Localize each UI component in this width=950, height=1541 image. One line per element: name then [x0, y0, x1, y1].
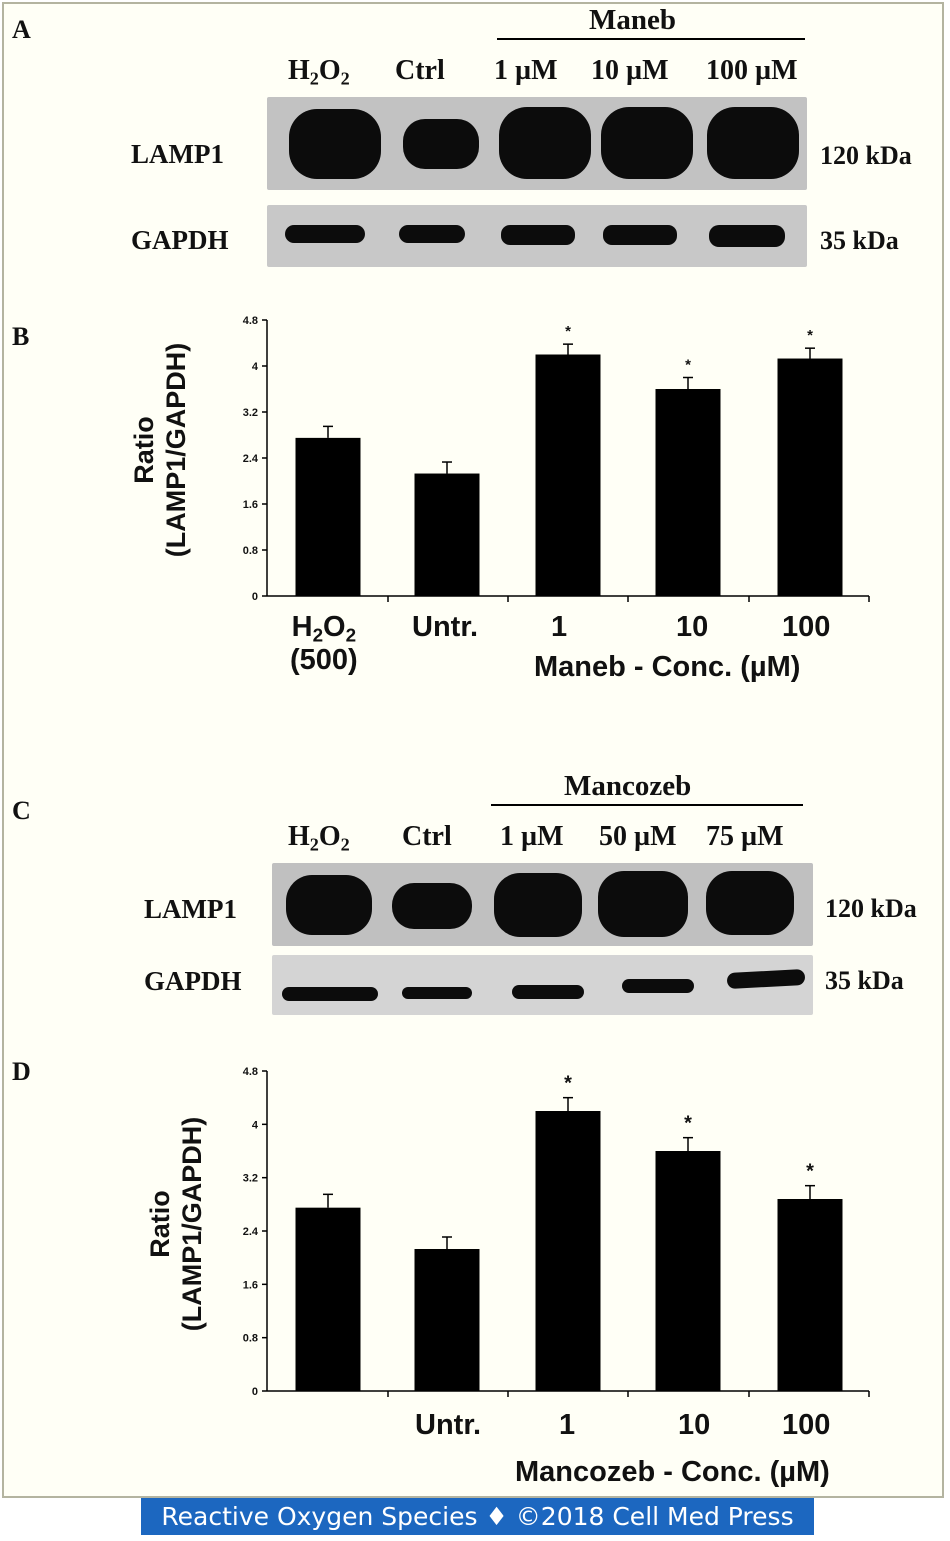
lane-label-100um: 100 µM: [706, 55, 798, 86]
y-tick-label: 1.6: [243, 1279, 258, 1291]
y-tick-label: 2.4: [243, 1226, 259, 1238]
group-bracket-line: [497, 38, 805, 40]
footer-banner: Reactive Oxygen Species ♦ ©2018 Cell Med…: [141, 1498, 814, 1535]
band-gapdh-c-lane4: [622, 979, 694, 993]
kda-label-35: 35 kDa: [820, 226, 899, 255]
band-lamp1-lane2: [403, 119, 479, 169]
band-label-gapdh-c: GAPDH: [144, 966, 242, 996]
y-tick-label: 0.8: [243, 1333, 258, 1345]
bar: [414, 1249, 480, 1391]
x-cat-label-h2o2-500: H2O2 (500): [290, 611, 358, 676]
band-label-lamp1: LAMP1: [131, 139, 224, 169]
y-tick-label: 0: [252, 1386, 258, 1398]
lane-label-1um: 1 µM: [494, 55, 558, 86]
x-cat-label-untr-d: Untr.: [415, 1409, 482, 1441]
x-cat-label-1-d: 1: [559, 1409, 576, 1441]
x-cat-label-100-d: 100: [782, 1409, 831, 1441]
y-tick-label: 4.8: [243, 1066, 258, 1078]
significance-asterisk: *: [806, 1161, 814, 1183]
panel-letter-c: C: [12, 796, 31, 825]
kda-label-120: 120 kDa: [820, 141, 912, 170]
x-cat-label-10-d: 10: [678, 1409, 711, 1441]
bar: [655, 389, 721, 596]
group-bracket-line-c: [491, 804, 803, 806]
significance-asterisk: *: [565, 323, 571, 340]
panel-letter-d: D: [12, 1057, 31, 1086]
y-tick-label: 4: [252, 1119, 259, 1131]
band-gapdh-lane5: [709, 225, 785, 247]
lane-label-ctrl: Ctrl: [395, 55, 445, 86]
lane-label-75um-c: 75 µM: [706, 821, 784, 852]
lane-label-1um-c: 1 µM: [500, 821, 564, 852]
band-lamp1-lane4: [601, 107, 693, 179]
y-tick-label: 4.8: [243, 315, 258, 327]
bar: [655, 1151, 721, 1391]
group-label-maneb: Maneb: [589, 4, 676, 36]
significance-asterisk: *: [685, 357, 691, 374]
significance-asterisk: *: [564, 1073, 572, 1095]
panel-letter-b: B: [12, 322, 30, 351]
y-tick-label: 3.2: [243, 1173, 258, 1185]
y-tick-label: 3.2: [243, 407, 258, 419]
y-tick-label: 4: [252, 361, 259, 373]
panel-letter-a: A: [12, 15, 31, 44]
band-gapdh-c-lane1: [282, 987, 378, 1001]
blot-lamp1-strip-c: [272, 863, 813, 946]
bar: [535, 1111, 601, 1391]
band-label-gapdh: GAPDH: [131, 225, 229, 255]
band-gapdh-lane3: [501, 225, 575, 245]
bar: [295, 1207, 361, 1391]
blot-gapdh-strip-c: [272, 955, 813, 1015]
y-tick-label: 2.4: [243, 453, 259, 465]
band-lamp1-c-lane1: [286, 875, 372, 935]
lane-label-50um-c: 50 µM: [599, 821, 677, 852]
blot-lamp1-strip: [267, 97, 807, 190]
bar: [535, 354, 601, 596]
lane-label-10um: 10 µM: [591, 55, 669, 86]
bar: [414, 473, 480, 596]
lane-label-h2o2: H2O2: [288, 55, 350, 89]
x-cat-label-untr: Untr.: [412, 611, 479, 643]
kda-label-35-c: 35 kDa: [825, 966, 904, 995]
y-tick-label: 0.8: [243, 545, 258, 557]
band-lamp1-lane3: [499, 107, 591, 179]
chart-b-plot: 0 0.8 1.6 2.4 3.2 4 4.8 * * *: [243, 315, 870, 603]
x-cat-label-10: 10: [676, 611, 709, 643]
group-label-mancozeb: Mancozeb: [564, 770, 692, 802]
band-lamp1-c-lane4: [598, 871, 688, 937]
bar: [777, 1199, 843, 1391]
blot-gapdh-strip: [267, 205, 807, 267]
band-gapdh-c-lane3: [512, 985, 584, 999]
significance-asterisk: *: [684, 1113, 692, 1135]
band-gapdh-lane4: [603, 225, 677, 245]
bar: [295, 437, 361, 596]
y-tick-label: 0: [252, 591, 258, 603]
lane-label-h2o2-c: H2O2: [288, 821, 350, 855]
bar: [777, 358, 843, 596]
x-axis-title-d: Mancozeb - Conc. (µM): [515, 1456, 830, 1488]
kda-label-120-c: 120 kDa: [825, 894, 917, 923]
band-label-lamp1-c: LAMP1: [144, 894, 237, 924]
band-lamp1-c-lane2: [392, 883, 472, 929]
x-axis-title-b: Maneb - Conc. (µM): [534, 651, 801, 683]
band-gapdh-lane1: [285, 225, 365, 243]
significance-asterisk: *: [807, 327, 813, 344]
x-cat-label-100: 100: [782, 611, 831, 643]
band-gapdh-lane2: [399, 225, 465, 243]
band-lamp1-lane5: [707, 107, 799, 179]
band-lamp1-lane1: [289, 109, 381, 179]
chart-d-plot: 0 0.8 1.6 2.4 3.2 4 4.8 * * *: [243, 1066, 870, 1398]
band-lamp1-c-lane3: [494, 873, 582, 937]
lane-label-ctrl-c: Ctrl: [402, 821, 452, 852]
x-cat-label-1: 1: [551, 611, 568, 643]
y-tick-label: 1.6: [243, 499, 258, 511]
band-lamp1-c-lane5: [706, 871, 794, 935]
band-gapdh-c-lane2: [402, 987, 472, 999]
